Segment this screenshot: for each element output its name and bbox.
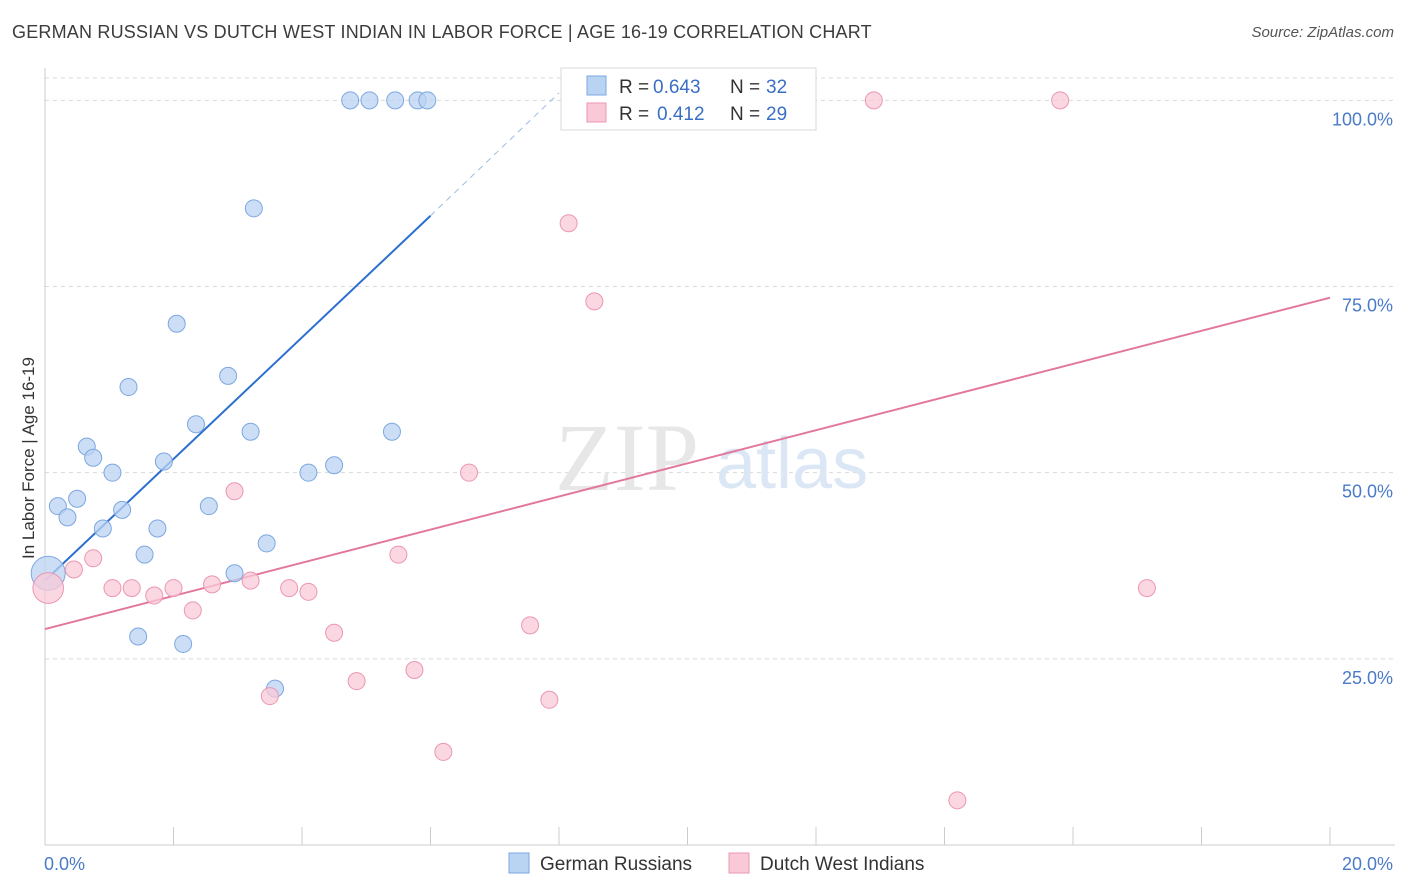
point-german-russians bbox=[360, 91, 379, 110]
point-german-russians bbox=[174, 634, 193, 653]
point-dutch-west-indians bbox=[84, 549, 103, 568]
point-german-russians bbox=[299, 463, 318, 482]
bottom-legend-label-german-russians: German Russians bbox=[540, 854, 692, 875]
trendline-german-russians bbox=[44, 215, 432, 582]
point-german-russians bbox=[241, 422, 260, 441]
point-dutch-west-indians bbox=[64, 560, 83, 579]
point-dutch-west-indians bbox=[405, 661, 424, 680]
point-dutch-west-indians bbox=[122, 579, 141, 598]
point-german-russians bbox=[103, 463, 122, 482]
trendline-dutch-west-indians bbox=[44, 296, 1331, 631]
point-german-russians bbox=[325, 456, 344, 475]
legend-n-value-1: 32 bbox=[766, 77, 787, 98]
point-dutch-west-indians bbox=[164, 579, 183, 598]
y-tick-label: 50.0% bbox=[1342, 482, 1393, 502]
y-axis-label: In Labor Force | Age 16-19 bbox=[19, 357, 38, 559]
point-german-russians bbox=[167, 314, 186, 333]
point-german-russians bbox=[225, 564, 244, 583]
legend-swatch-german-russians bbox=[586, 75, 607, 96]
grid-lines bbox=[45, 77, 1395, 660]
point-dutch-west-indians bbox=[280, 579, 299, 598]
point-dutch-west-indians bbox=[299, 582, 318, 601]
legend-box: R = 0.643 N = 32 R = 0.412 N = 29 bbox=[560, 67, 817, 131]
legend-swatch-dutch-west-indians bbox=[586, 102, 607, 123]
trendline-german-russians-extension bbox=[430, 92, 560, 217]
point-german-russians bbox=[386, 91, 405, 110]
point-dutch-west-indians bbox=[460, 463, 479, 482]
point-dutch-west-indians bbox=[521, 616, 540, 635]
point-german-russians bbox=[119, 378, 138, 397]
legend-n-label-2: N = bbox=[730, 104, 760, 125]
point-dutch-west-indians bbox=[32, 572, 65, 604]
axes bbox=[44, 68, 1395, 846]
point-dutch-west-indians bbox=[389, 545, 408, 564]
bottom-legend-swatch-german-russians bbox=[508, 852, 530, 874]
trend-lines bbox=[44, 92, 1331, 631]
point-dutch-west-indians bbox=[241, 571, 260, 590]
point-german-russians bbox=[135, 545, 154, 564]
legend-r-value-1: 0.643 bbox=[653, 77, 701, 98]
legend-r-label-1: R = bbox=[619, 77, 649, 98]
point-dutch-west-indians bbox=[225, 482, 244, 501]
point-german-russians bbox=[154, 452, 173, 471]
point-dutch-west-indians bbox=[1051, 91, 1070, 110]
point-german-russians bbox=[148, 519, 167, 538]
point-dutch-west-indians bbox=[559, 214, 578, 233]
point-dutch-west-indians bbox=[434, 742, 453, 761]
point-dutch-west-indians bbox=[585, 292, 604, 311]
bottom-legend: German Russians Dutch West Indians bbox=[508, 852, 924, 875]
point-german-russians bbox=[68, 489, 87, 508]
point-dutch-west-indians bbox=[325, 623, 344, 642]
point-dutch-west-indians bbox=[948, 791, 967, 810]
point-dutch-west-indians bbox=[864, 91, 883, 110]
x-tick-labels: 0.0% 20.0% bbox=[44, 854, 1393, 874]
point-dutch-west-indians bbox=[145, 586, 164, 605]
watermark-zip: ZIP bbox=[555, 404, 699, 511]
point-german-russians bbox=[341, 91, 360, 110]
point-german-russians bbox=[84, 448, 103, 467]
point-german-russians bbox=[382, 422, 401, 441]
bottom-legend-label-dutch-west-indians: Dutch West Indians bbox=[760, 854, 924, 875]
x-tick-label: 20.0% bbox=[1342, 854, 1393, 874]
point-dutch-west-indians bbox=[183, 601, 202, 620]
point-german-russians bbox=[418, 91, 437, 110]
legend-r-label-2: R = bbox=[619, 104, 649, 125]
y-tick-labels: 25.0% 50.0% 75.0% 100.0% bbox=[1332, 109, 1393, 687]
point-dutch-west-indians bbox=[540, 690, 559, 709]
point-dutch-west-indians bbox=[203, 575, 222, 594]
legend-r-value-2: 0.412 bbox=[657, 104, 705, 125]
data-points bbox=[30, 91, 1156, 810]
point-german-russians bbox=[257, 534, 276, 553]
x-tick-label: 0.0% bbox=[44, 854, 85, 874]
point-dutch-west-indians bbox=[260, 687, 279, 706]
point-german-russians bbox=[244, 199, 263, 218]
y-tick-label: 100.0% bbox=[1332, 109, 1393, 129]
point-german-russians bbox=[93, 519, 112, 538]
legend-n-value-2: 29 bbox=[766, 104, 787, 125]
point-german-russians bbox=[199, 497, 218, 516]
y-tick-label: 25.0% bbox=[1342, 668, 1393, 688]
point-german-russians bbox=[129, 627, 148, 646]
y-tick-label: 75.0% bbox=[1342, 296, 1393, 316]
legend-n-label-1: N = bbox=[730, 77, 760, 98]
chart-title: GERMAN RUSSIAN VS DUTCH WEST INDIAN IN L… bbox=[12, 22, 872, 42]
point-german-russians bbox=[58, 508, 77, 527]
point-german-russians bbox=[186, 415, 205, 434]
bottom-legend-swatch-dutch-west-indians bbox=[728, 852, 750, 874]
point-dutch-west-indians bbox=[347, 672, 366, 691]
point-dutch-west-indians bbox=[103, 579, 122, 598]
point-german-russians bbox=[113, 500, 132, 519]
source-label: Source: ZipAtlas.com bbox=[1251, 24, 1394, 41]
point-dutch-west-indians bbox=[1137, 579, 1156, 598]
point-german-russians bbox=[219, 366, 238, 385]
